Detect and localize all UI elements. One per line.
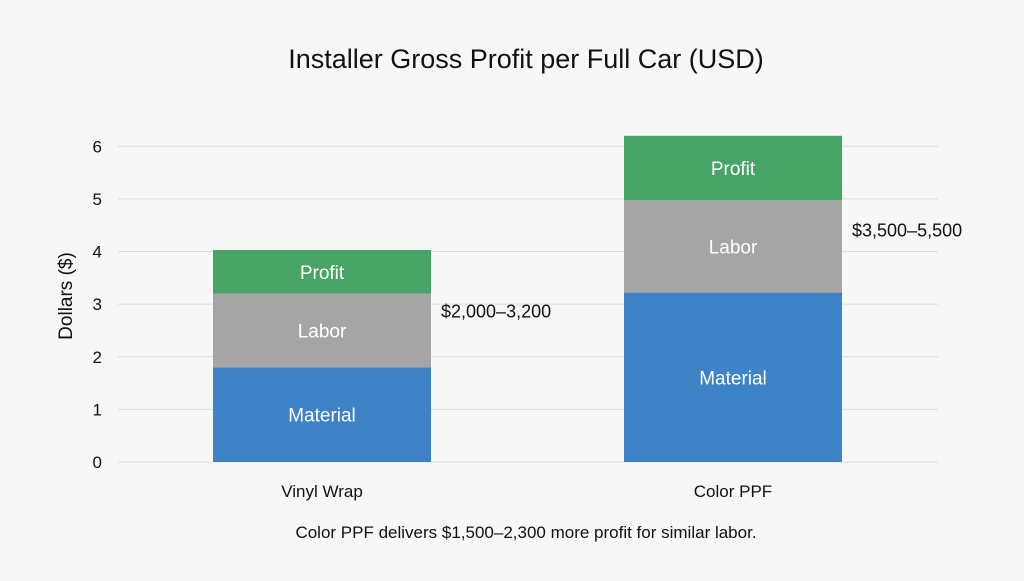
y-tick-label-4: 4 <box>93 243 102 262</box>
y-tick-label-2: 2 <box>93 348 102 367</box>
bar-material-1 <box>624 292 842 462</box>
chart-title: Installer Gross Profit per Full Car (USD… <box>288 44 764 74</box>
y-tick-label-0: 0 <box>93 453 102 472</box>
chart-caption: Color PPF delivers $1,500–2,300 more pro… <box>295 523 756 542</box>
y-axis-ticks: 0 1 2 3 4 5 6 <box>93 137 102 472</box>
bar-material-0 <box>213 367 431 462</box>
y-tick-label-5: 5 <box>93 190 102 209</box>
bar-profit-0 <box>213 249 431 294</box>
y-axis-label: Dollars ($) <box>56 252 77 340</box>
x-tick-label-0: Vinyl Wrap <box>281 482 363 501</box>
range-label-0: $2,000–3,200 <box>441 301 551 321</box>
segment-label-profit-1: Profit <box>711 159 756 180</box>
bars <box>213 135 842 462</box>
segment-label-labor-0: Labor <box>298 321 347 342</box>
bar-profit-1 <box>624 135 842 200</box>
segment-label-material-1: Material <box>699 368 767 389</box>
y-tick-label-1: 1 <box>93 400 102 419</box>
range-label-1: $3,500–5,500 <box>852 220 962 240</box>
bar-labels: Material Labor Profit Vinyl Wrap $2,000–3,20… <box>281 159 962 501</box>
bar-labor-0 <box>213 293 431 368</box>
segment-label-material-0: Material <box>288 406 356 427</box>
segment-label-labor-1: Labor <box>709 237 758 258</box>
x-tick-label-1: Color PPF <box>694 482 772 501</box>
segment-label-profit-0: Profit <box>300 263 345 284</box>
y-tick-label-6: 6 <box>93 137 102 156</box>
bar-labor-1 <box>624 199 842 293</box>
y-tick-label-3: 3 <box>93 295 102 314</box>
